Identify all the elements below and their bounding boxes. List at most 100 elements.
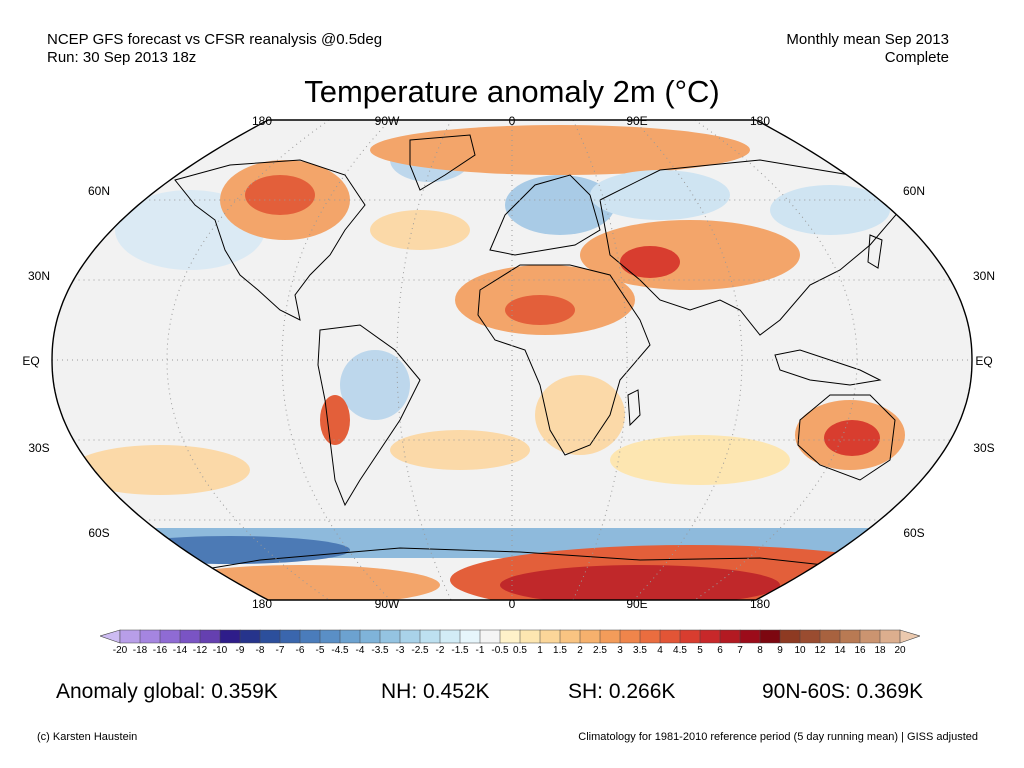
graticule-meridian (396, 119, 452, 601)
anomaly-south-pacific-warm (70, 445, 250, 495)
colorbar-swatch (479, 629, 501, 644)
climatology-note: Climatology for 1981-2010 reference peri… (578, 731, 978, 743)
colorbar-swatch (299, 629, 321, 644)
colorbar-swatch (699, 629, 721, 644)
colorbar-tick-label: -0.5 (491, 645, 509, 656)
colorbar-tick-label: -20 (112, 645, 128, 656)
colorbar-swatch (219, 629, 241, 644)
map-title: Temperature anomaly 2m (°C) (304, 74, 720, 109)
colorbar-swatch (139, 629, 161, 644)
colorbar-swatch (619, 629, 641, 644)
colorbar-tick-label: 18 (874, 645, 886, 656)
colorbar-swatch (739, 629, 761, 644)
lat-label-right: 30N (973, 269, 995, 283)
colorbar-swatch (559, 629, 581, 644)
longitude-labels-bottom: 180 90W 0 90E 180 (252, 597, 770, 611)
anomaly-andes-warm (320, 395, 350, 445)
coast-indonesia (774, 349, 882, 386)
anomaly-field (70, 125, 946, 600)
colorbar-swatch (339, 629, 361, 644)
coast-australia (797, 394, 896, 481)
coast-japan (867, 234, 883, 269)
anomaly-sahara-warm-core (505, 295, 575, 325)
graticule-meridian (166, 119, 330, 601)
colorbar-tick-label: 0.5 (513, 645, 527, 656)
colorbar-tick-label: -1 (475, 645, 485, 656)
graticule (52, 119, 972, 601)
anomaly-arctic-warm (370, 125, 750, 175)
colorbar-tick-label: 1.5 (553, 645, 567, 656)
colorbar-tick-label: 3 (617, 645, 623, 656)
colorbar-tick-label: 6 (717, 645, 723, 656)
anomaly-scandinavia-cold (505, 175, 615, 235)
colorbar-tick-label: -3 (395, 645, 405, 656)
anomaly-antarctica-warm-core (500, 565, 780, 600)
map-outline (51, 119, 973, 601)
coast-south-america (317, 324, 421, 507)
graticule-meridian (572, 119, 628, 601)
colorbar-swatch (239, 629, 261, 644)
colorbar-swatch (419, 629, 441, 644)
anomaly-southern-ocean-cold-core (110, 536, 350, 564)
colorbar-swatch (199, 629, 221, 644)
longitude-labels-top: 180 90W 0 90E 180 (252, 114, 770, 128)
colorbar-swatch (259, 629, 281, 644)
colorbar-swatch (519, 629, 541, 644)
colorbar-tick-labels: -20 -18 -16 -14 -12 -10 -9 -8 -7 -6 -5 -4.5 -4 -3.5 -3… (100, 645, 920, 661)
graticule-meridian (694, 119, 858, 601)
colorbar-min-triangle (100, 629, 121, 644)
completion-status: Complete (884, 49, 949, 66)
colorbar-tick-label: 4.5 (673, 645, 687, 656)
colorbar-swatch (439, 629, 461, 644)
colorbar-swatch (819, 629, 841, 644)
model-description: NCEP GFS forecast vs CFSR reanalysis @0.… (47, 31, 383, 48)
colorbar-tick-label: 1 (537, 645, 543, 656)
colorbar-tick-label: -12 (192, 645, 208, 656)
colorbar-tick-label: 4 (657, 645, 663, 656)
colorbar-tick-label: -14 (172, 645, 188, 656)
stat-90n-60s-anomaly: 90N-60S: 0.369K (762, 680, 924, 703)
colorbar-swatch (639, 629, 661, 644)
colorbar-swatch (879, 629, 901, 644)
colorbar-tick-label: 9 (777, 645, 783, 656)
colorbar-swatch (459, 629, 481, 644)
colorbar-tick-label: 2 (577, 645, 583, 656)
lat-label-right: 60N (903, 184, 925, 198)
colorbar-tick-label: 3.5 (633, 645, 647, 656)
anomaly-south-atlantic-warm (390, 430, 530, 470)
colorbar-tick-label: -9 (235, 645, 245, 656)
colorbar-swatch (279, 629, 301, 644)
colorbar-swatch (379, 629, 401, 644)
lat-label-left: EQ (22, 354, 39, 368)
colorbar-tick-label: -18 (132, 645, 148, 656)
stat-sh-anomaly: SH: 0.266K (568, 680, 676, 703)
colorbar-tick-label: 10 (794, 645, 806, 656)
colorbar-swatch (179, 629, 201, 644)
colorbar-tick-label: -7 (275, 645, 285, 656)
anomaly-southern-indian-warm (610, 435, 790, 485)
lat-label-left: 30S (28, 441, 49, 455)
lat-label-left: 30N (28, 269, 50, 283)
anomaly-iran-warm-core (620, 246, 680, 278)
lat-label-left: 60S (88, 526, 109, 540)
colorbar-swatch (159, 629, 181, 644)
anomaly-canada-warm-core (245, 175, 315, 215)
colorbar-tick-label: 5 (697, 645, 703, 656)
colorbar-swatch (659, 629, 681, 644)
coastlines (169, 134, 946, 576)
coast-new-zealand (929, 464, 946, 499)
stat-nh-anomaly: NH: 0.452K (381, 680, 490, 703)
latitude-labels-right: 60N 30N EQ 30S 60S (903, 184, 995, 540)
lon-label-bottom: 90W (375, 597, 400, 611)
colorbar-tick-label: -4.5 (331, 645, 349, 656)
copyright: (c) Karsten Haustein (37, 731, 138, 743)
anomaly-map: 180 90W 0 90E 180 180 90W 0 90E 180 60N 30N EQ 30S 6… (22, 114, 995, 611)
colorbar-swatch (579, 629, 601, 644)
anomaly-south-america-cold (340, 350, 410, 420)
stat-global-anomaly: Anomaly global: 0.359K (56, 680, 278, 703)
period-label: Monthly mean Sep 2013 (786, 31, 949, 48)
lon-label-top: 180 (750, 114, 770, 128)
colorbar-tick-label: -4 (355, 645, 365, 656)
colorbar-tick-label: 16 (854, 645, 866, 656)
colorbar-tick-label: -2 (435, 645, 445, 656)
